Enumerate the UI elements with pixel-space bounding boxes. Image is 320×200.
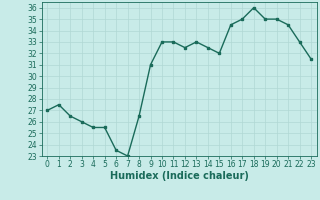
X-axis label: Humidex (Indice chaleur): Humidex (Indice chaleur) <box>110 171 249 181</box>
